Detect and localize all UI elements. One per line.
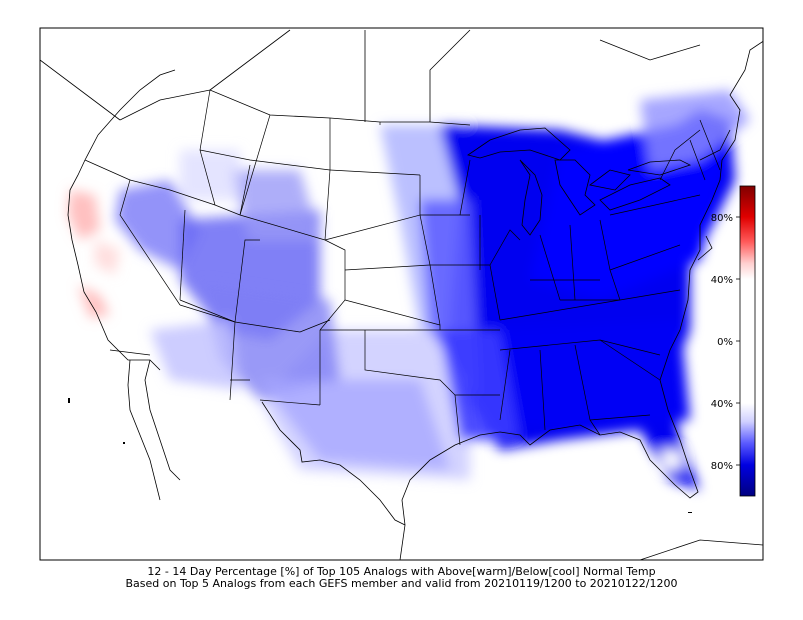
small-islands: [68, 398, 692, 513]
colorbar-tick-label: 0%: [717, 337, 733, 348]
caption-line-1: 12 - 14 Day Percentage [%] of Top 105 An…: [147, 565, 656, 578]
state-boundaries: [84, 89, 721, 446]
coastlines: [67, 40, 763, 526]
border-lines: [40, 29, 763, 560]
colorbar-tick-label: 80%: [711, 461, 733, 472]
colorbar-tick-label: 40%: [711, 399, 733, 410]
colorbar-tick-label: 40%: [711, 275, 733, 286]
colorbar: 80% 40% 0% 40% 80%: [711, 185, 756, 497]
caption-line-2: Based on Top 5 Analogs from each GEFS me…: [125, 577, 678, 590]
map-area: [40, 29, 763, 560]
colorbar-gradient: [739, 185, 756, 497]
temperature-shading: [68, 90, 750, 490]
colorbar-tick-label: 80%: [711, 213, 733, 224]
